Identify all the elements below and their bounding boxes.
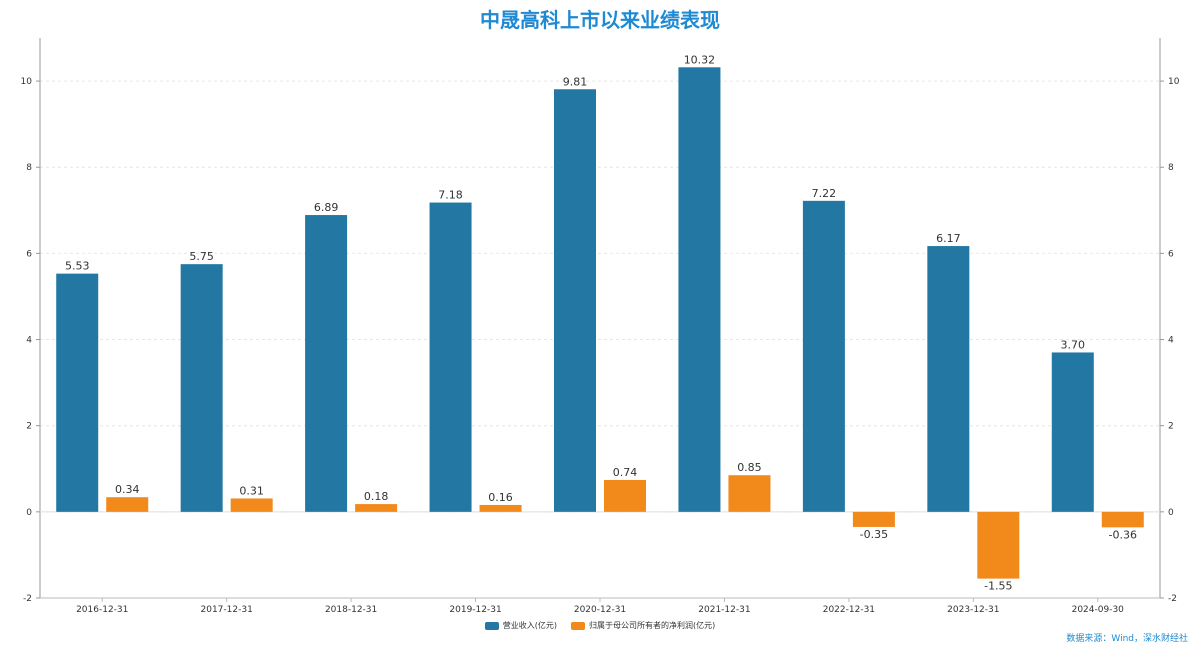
revenue-data-label: 10.32 [684, 53, 716, 66]
x-tick-label: 2019-12-31 [449, 605, 501, 615]
y-tick-label-left: 4 [26, 336, 32, 346]
net-profit-data-label: 0.16 [488, 491, 513, 504]
x-tick-label: 2016-12-31 [76, 605, 128, 615]
revenue-bar [56, 273, 99, 512]
revenue-bar [305, 215, 348, 512]
x-tick-label: 2020-12-31 [574, 605, 626, 615]
y-tick-label-right: 2 [1168, 422, 1174, 432]
revenue-data-label: 7.22 [812, 187, 837, 200]
x-tick-label: 2018-12-31 [325, 605, 377, 615]
net-profit-data-label: -1.55 [984, 580, 1012, 593]
y-tick-label-left: -2 [23, 594, 32, 604]
y-tick-label-right: 10 [1168, 77, 1180, 87]
x-tick-label: 2021-12-31 [698, 605, 750, 615]
net-profit-bar [728, 475, 771, 512]
legend-label-net-profit: 归属于母公司所有者的净利润(亿元) [589, 621, 716, 630]
x-tick-label: 2022-12-31 [823, 605, 875, 615]
net-profit-data-label: -0.35 [860, 528, 888, 541]
y-tick-label-right: -2 [1168, 594, 1177, 604]
y-tick-label-left: 6 [26, 249, 32, 259]
revenue-data-label: 7.18 [438, 189, 463, 202]
y-tick-label-right: 8 [1168, 163, 1174, 173]
y-tick-label-right: 6 [1168, 249, 1174, 259]
y-tick-label-left: 0 [26, 508, 32, 518]
net-profit-bar [852, 511, 895, 527]
revenue-bar [802, 200, 845, 512]
net-profit-data-label: 0.18 [364, 490, 389, 503]
net-profit-data-label: 0.85 [737, 461, 762, 474]
legend-item-net-profit[interactable]: 归属于母公司所有者的净利润(亿元) [571, 620, 715, 631]
legend-swatch-net-profit [571, 621, 585, 630]
x-tick-label: 2024-09-30 [1072, 605, 1125, 615]
revenue-bar [554, 89, 596, 512]
revenue-bar [180, 264, 223, 512]
legend-item-revenue[interactable]: 营业收入(亿元) [484, 620, 557, 631]
data-source-note: 数据来源：Wind，深水财经社 [1066, 634, 1188, 644]
legend: 营业收入(亿元) 归属于母公司所有者的净利润(亿元) [0, 620, 1200, 631]
y-tick-label-right: 4 [1168, 336, 1174, 346]
x-tick-label: 2023-12-31 [947, 605, 999, 615]
legend-label-revenue: 营业收入(亿元) [502, 621, 557, 630]
revenue-bar [927, 246, 970, 512]
net-profit-bar [106, 497, 149, 512]
net-profit-data-label: 0.31 [239, 484, 264, 497]
revenue-data-label: 9.81 [563, 75, 588, 88]
net-profit-data-label: 0.34 [115, 483, 140, 496]
revenue-bar [1051, 352, 1094, 512]
net-profit-bar [230, 498, 273, 512]
x-tick-label: 2017-12-31 [201, 605, 253, 615]
revenue-data-label: 6.17 [936, 232, 961, 245]
y-tick-label-right: 0 [1168, 508, 1174, 518]
revenue-bar [678, 67, 721, 512]
net-profit-data-label: -0.36 [1109, 528, 1137, 541]
net-profit-data-label: 0.74 [613, 466, 638, 479]
y-tick-label-left: 10 [21, 77, 33, 87]
net-profit-bar [977, 511, 1020, 579]
legend-swatch-revenue [484, 621, 499, 630]
revenue-data-label: 6.89 [314, 201, 339, 214]
revenue-data-label: 5.75 [189, 250, 214, 263]
y-tick-label-left: 8 [26, 163, 32, 173]
chart-title: 中晟高科上市以来业绩表现 [480, 8, 720, 32]
net-profit-bar [1101, 511, 1144, 528]
revenue-data-label: 3.70 [1061, 338, 1086, 351]
net-profit-bar [355, 504, 398, 512]
revenue-data-label: 5.53 [65, 260, 90, 273]
revenue-bar [429, 202, 472, 512]
net-profit-bar [479, 504, 522, 512]
y-tick-label-left: 2 [26, 422, 32, 432]
net-profit-bar [604, 479, 646, 512]
